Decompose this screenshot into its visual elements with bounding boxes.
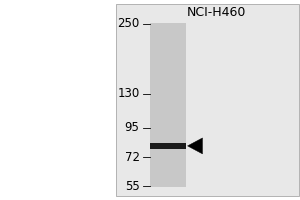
Text: 95: 95 — [124, 121, 140, 134]
Bar — [116, 4, 298, 196]
Polygon shape — [188, 138, 202, 154]
Text: NCI-H460: NCI-H460 — [186, 5, 246, 19]
Text: 250: 250 — [117, 17, 140, 30]
Text: 130: 130 — [117, 87, 140, 100]
Bar — [150, 23, 186, 187]
Text: 55: 55 — [125, 180, 140, 192]
Bar — [150, 143, 186, 149]
Text: 72: 72 — [124, 151, 140, 164]
